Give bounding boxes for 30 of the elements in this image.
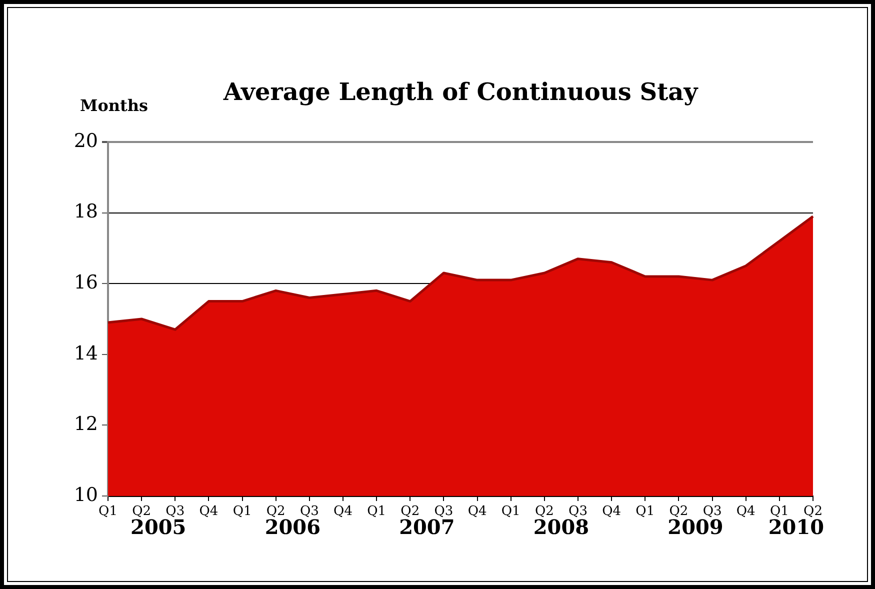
x-tick-label: Q4 <box>199 504 218 520</box>
y-axis-title: Months <box>80 96 148 116</box>
y-tick-label: 12 <box>74 413 98 436</box>
x-tick-label: Q1 <box>232 504 252 520</box>
x-tick-label: Q2 <box>132 504 152 520</box>
x-tick-label: Q1 <box>367 504 386 520</box>
y-tick-label: 14 <box>74 342 98 364</box>
x-tick-label: Q2 <box>669 504 688 520</box>
x-tick-label: Q3 <box>300 504 319 520</box>
y-tick-label: 10 <box>74 484 98 506</box>
x-tick-label: Q1 <box>501 504 520 520</box>
x-tick-label: Q2 <box>534 504 554 520</box>
x-tick-label: Q4 <box>602 504 622 520</box>
x-tick-label: Q2 <box>400 504 420 520</box>
y-tick-label: 18 <box>74 200 98 223</box>
chart-title: Average Length of Continuous Stay <box>222 77 699 106</box>
x-tick-label: Q2 <box>266 504 286 520</box>
x-tick-label: Q3 <box>702 504 722 520</box>
x-tick-label: Q2 <box>804 504 822 520</box>
x-tick-label: Q1 <box>98 504 118 520</box>
x-tick-label: Q3 <box>568 504 588 520</box>
x-tick-label: Q4 <box>736 504 756 520</box>
x-tick-label: Q4 <box>468 504 487 520</box>
x-tick-label: Q1 <box>636 504 655 520</box>
x-tick-label: Q1 <box>770 504 789 520</box>
x-tick-label: Q4 <box>334 504 352 520</box>
x-tick-label: Q3 <box>166 504 185 520</box>
y-tick-label: 20 <box>74 130 98 152</box>
y-tick-label: 16 <box>74 272 98 294</box>
x-tick-label: Q3 <box>434 504 454 520</box>
